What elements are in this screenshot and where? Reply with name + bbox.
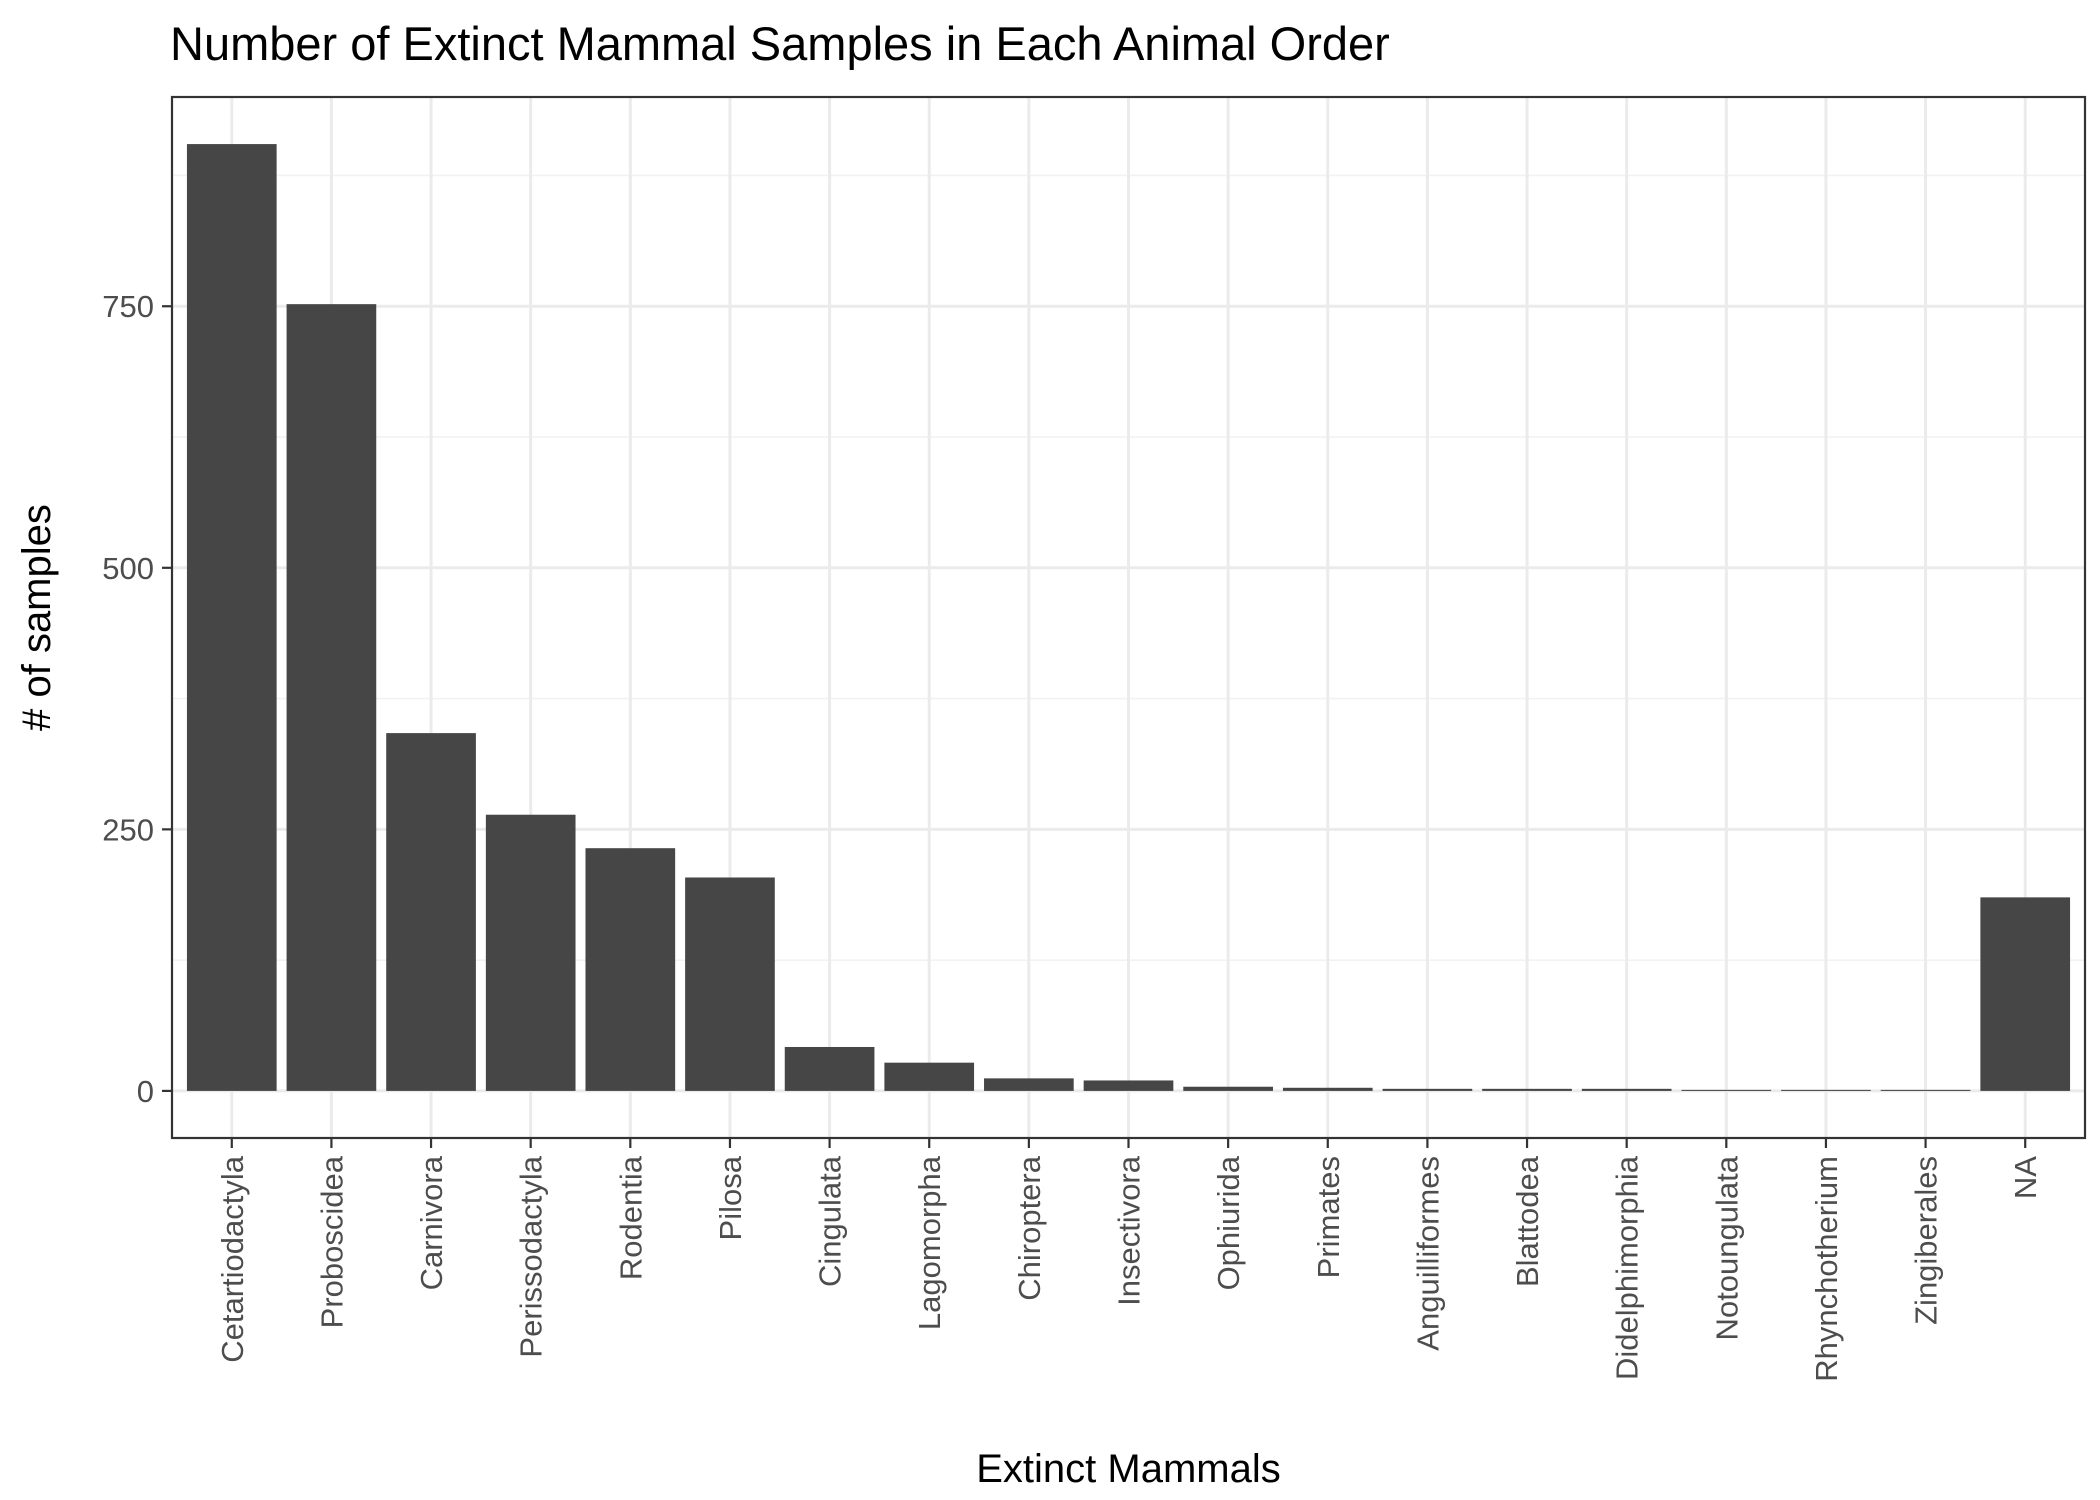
chart-title: Number of Extinct Mammal Samples in Each… [170, 17, 1390, 70]
x-tick-label: Blattodea [1510, 1155, 1545, 1287]
bar-lagomorpha [884, 1062, 975, 1091]
bar-notoungulata [1681, 1089, 1772, 1091]
bar-primates [1282, 1087, 1373, 1091]
x-axis-title: Extinct Mammals [976, 1447, 1281, 1491]
bar-cingulata [784, 1046, 875, 1091]
bar-didelphimorphia [1581, 1088, 1672, 1091]
y-axis-title: # of samples [15, 504, 59, 731]
y-tick-label: 0 [137, 1074, 154, 1109]
x-tick-label: Insectivora [1112, 1155, 1147, 1306]
x-tick-label: Perissodactyla [514, 1155, 549, 1357]
bar-anguilliformes [1382, 1088, 1473, 1091]
x-tick-label: Zingiberales [1909, 1156, 1944, 1325]
bar-carnivora [386, 733, 476, 1091]
x-tick-label: Notoungulata [1709, 1155, 1744, 1340]
y-tick-label: 500 [102, 551, 154, 586]
x-tick-label: Didelphimorphia [1610, 1155, 1645, 1380]
x-tick-label: Lagomorpha [912, 1155, 947, 1330]
x-tick-label: Rhynchotherium [1809, 1156, 1844, 1382]
x-tick-label: Chiroptera [1012, 1155, 1047, 1300]
bar-chiroptera [984, 1078, 1074, 1091]
x-axis: Cetartiodactyla Proboscidea Carnivora Peris… [215, 1138, 2043, 1382]
bar-proboscidea [286, 304, 377, 1091]
x-tick-label: Ophiurida [1211, 1155, 1246, 1290]
x-tick-label: Cetartiodactyla [215, 1155, 250, 1363]
y-tick-label: 750 [102, 289, 154, 324]
bar-na [1980, 897, 2071, 1091]
bar-blattodea [1482, 1088, 1572, 1091]
x-tick-label: Pilosa [713, 1155, 748, 1240]
bar-zingiberales [1880, 1089, 1971, 1091]
x-tick-label: Proboscidea [314, 1155, 349, 1328]
bar-perissodactyla [485, 814, 576, 1091]
y-axis: 0 250 500 750 [102, 289, 172, 1109]
bar-ophiurida [1183, 1086, 1273, 1091]
bars [186, 144, 2071, 1091]
bar-rodentia [585, 848, 676, 1091]
bar-pilosa [685, 877, 775, 1091]
x-tick-label: Rodentia [613, 1155, 648, 1280]
y-tick-label: 250 [102, 812, 154, 847]
x-tick-label: Anguilliformes [1410, 1156, 1445, 1351]
x-tick-label: Cingulata [813, 1155, 848, 1287]
bar-cetartiodactyla [186, 144, 277, 1091]
bar-insectivora [1083, 1080, 1174, 1091]
x-tick-label: Primates [1311, 1156, 1346, 1278]
x-tick-label: NA [2008, 1156, 2043, 1199]
bar-rhynchotherium [1781, 1089, 1871, 1091]
x-tick-label: Carnivora [414, 1155, 449, 1290]
